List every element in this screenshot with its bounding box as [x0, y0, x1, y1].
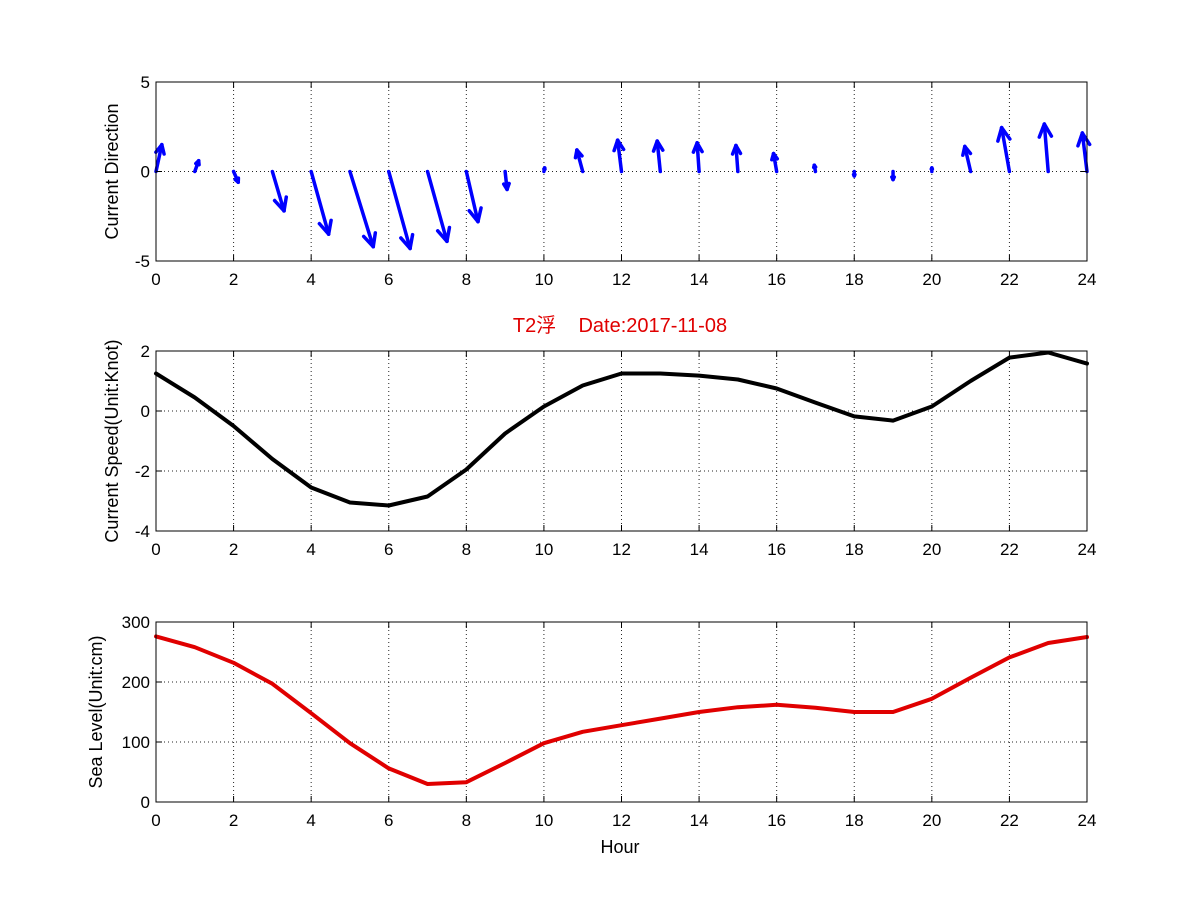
sea-level-ylabel: Sea Level(Unit:cm) [86, 635, 106, 788]
direction-arrow [425, 169, 452, 244]
direction-arrow [573, 148, 585, 174]
current-direction-xtick-label: 22 [1000, 270, 1019, 289]
current-speed-series [154, 350, 1089, 508]
current-speed-xtick-label: 20 [922, 540, 941, 559]
direction-arrow [770, 151, 780, 174]
current-direction-panel: 0 2 4 6 8 10 12 14 16 18 20 22 24-505 Current Direct… [102, 73, 1096, 289]
current-speed-ticks: 0 2 4 6 8 10 12 14 16 18 20 22 24-4-202 [135, 342, 1097, 559]
current-direction-xtick-label: 12 [612, 270, 631, 289]
current-direction-xtick-label: 0 [151, 270, 160, 289]
current-direction-xtick-label: 24 [1078, 270, 1097, 289]
current-speed-xtick-label: 2 [229, 540, 238, 559]
current-speed-panel: T2浮 Date:2017-11-08 0 2 4 6 8 10 12 14 16 18 20 22 2… [102, 314, 1096, 559]
current-speed-xtick-label: 18 [845, 540, 864, 559]
current-speed-xtick-label: 22 [1000, 540, 1019, 559]
direction-arrow [612, 138, 626, 174]
current-speed-line [154, 350, 1089, 508]
current-speed-ylabel: Current Speed(Unit:Knot) [102, 339, 122, 542]
current-speed-xtick-label: 4 [306, 540, 315, 559]
direction-arrow [730, 143, 743, 174]
sea-level-xtick-label: 8 [462, 811, 471, 830]
current-direction-xtick-label: 6 [384, 270, 393, 289]
current-direction-arrows [154, 122, 1092, 251]
current-direction-xtick-label: 2 [229, 270, 238, 289]
sea-level-xtick-label: 18 [845, 811, 864, 830]
sea-level-ytick-label: 0 [141, 793, 150, 812]
direction-arrow [154, 142, 166, 174]
direction-arrow [691, 141, 704, 174]
direction-arrow [542, 166, 547, 174]
current-speed-xtick-label: 14 [690, 540, 709, 559]
direction-arrow [1076, 131, 1092, 174]
current-direction-xtick-label: 8 [462, 270, 471, 289]
sea-level-xtick-label: 2 [229, 811, 238, 830]
direction-arrow [387, 169, 415, 251]
direction-arrow [961, 144, 973, 174]
current-speed-xtick-label: 16 [767, 540, 786, 559]
current-direction-ylabel: Current Direction [102, 103, 122, 239]
current-speed-xtick-label: 10 [534, 540, 553, 559]
direction-arrow [309, 169, 333, 236]
current-speed-ytick-label: -4 [135, 522, 150, 541]
direction-arrow [811, 163, 818, 174]
current-speed-ytick-label: -2 [135, 462, 150, 481]
direction-arrow [996, 125, 1012, 174]
sea-level-xtick-label: 22 [1000, 811, 1019, 830]
sea-level-xtick-label: 4 [306, 811, 315, 830]
current-direction-ticks: 0 2 4 6 8 10 12 14 16 18 20 22 24-505 [135, 73, 1097, 289]
sea-level-xtick-label: 12 [612, 811, 631, 830]
direction-arrow [929, 166, 935, 174]
sea-level-ytick-label: 100 [122, 733, 150, 752]
sea-level-xtick-label: 6 [384, 811, 393, 830]
current-direction-xtick-label: 20 [922, 270, 941, 289]
current-speed-xtick-label: 8 [462, 540, 471, 559]
sea-level-ytick-label: 200 [122, 673, 150, 692]
current-speed-ytick-label: 0 [141, 402, 150, 421]
current-speed-xtick-label: 6 [384, 540, 393, 559]
direction-arrow [890, 169, 897, 182]
direction-arrow [231, 169, 241, 184]
current-speed-xtick-label: 24 [1078, 540, 1097, 559]
current-direction-xtick-label: 10 [534, 270, 553, 289]
current-direction-xtick-label: 18 [845, 270, 864, 289]
direction-arrow [651, 139, 665, 174]
current-direction-xtick-label: 14 [690, 270, 709, 289]
sea-level-series [154, 634, 1089, 786]
sea-level-xtick-label: 24 [1078, 811, 1097, 830]
current-direction-ytick-label: 0 [141, 163, 150, 182]
sea-level-xtick-label: 10 [534, 811, 553, 830]
current-direction-xtick-label: 16 [767, 270, 786, 289]
chart-title: T2浮 Date:2017-11-08 [513, 314, 727, 337]
current-direction-ytick-label: 5 [141, 73, 150, 92]
sea-level-xtick-label: 16 [767, 811, 786, 830]
direction-arrow [851, 169, 857, 178]
current-speed-xtick-label: 12 [612, 540, 631, 559]
current-direction-xtick-label: 4 [306, 270, 315, 289]
direction-arrow [193, 159, 201, 174]
direction-arrow [270, 169, 289, 213]
direction-arrow [501, 169, 511, 192]
sea-level-xlabel: Hour [600, 837, 639, 857]
sea-level-xtick-label: 0 [151, 811, 160, 830]
sea-level-xtick-label: 20 [922, 811, 941, 830]
current-speed-ytick-label: 2 [141, 342, 150, 361]
direction-arrow [348, 169, 378, 249]
sea-level-ytick-label: 300 [122, 613, 150, 632]
current-direction-ytick-label: -5 [135, 252, 150, 271]
direction-arrow [464, 169, 483, 224]
sea-level-xtick-label: 14 [690, 811, 709, 830]
sea-level-line [154, 634, 1089, 786]
current-speed-xtick-label: 0 [151, 540, 160, 559]
direction-arrow [1037, 122, 1054, 174]
